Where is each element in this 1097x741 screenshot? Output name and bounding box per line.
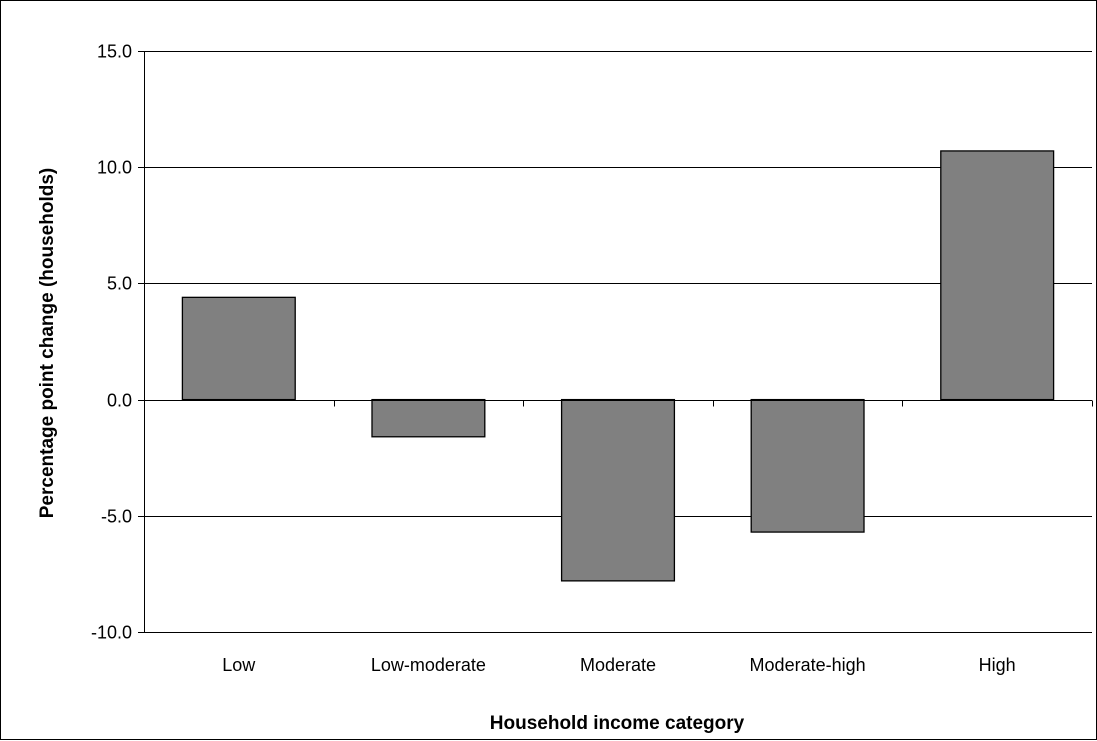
bar-moderate-high — [750, 398, 865, 533]
x-tick-labels: Low Low-moderate Moderate Moderate-high High — [222, 655, 1015, 675]
bar-low — [181, 296, 296, 401]
y-tick-label: -5.0 — [101, 507, 132, 527]
y-tick-labels: 15.0 10.0 5.0 0.0 -5.0 -10.0 — [91, 42, 132, 643]
y-tick-label: 15.0 — [97, 42, 132, 62]
bar-low-moderate — [371, 398, 486, 438]
x-tick-label: Low — [222, 655, 256, 675]
x-axis-title: Household income category — [490, 713, 745, 734]
y-tick-label: 0.0 — [107, 391, 132, 411]
x-tick-label: Low-moderate — [371, 655, 486, 675]
x-tick-label: Moderate — [580, 655, 656, 675]
bar-moderate — [560, 398, 676, 582]
y-tick-label: 5.0 — [107, 274, 132, 294]
y-tick-label: -10.0 — [91, 623, 132, 643]
gridlines — [144, 51, 1092, 633]
x-tick-label: Moderate-high — [750, 655, 866, 675]
y-tick-label: 10.0 — [97, 158, 132, 178]
axes — [138, 51, 1093, 633]
y-axis-title: Percentage point change (households) — [37, 168, 58, 519]
bars — [181, 150, 1055, 582]
x-tick-label: High — [979, 655, 1016, 675]
bar-high — [940, 150, 1055, 401]
